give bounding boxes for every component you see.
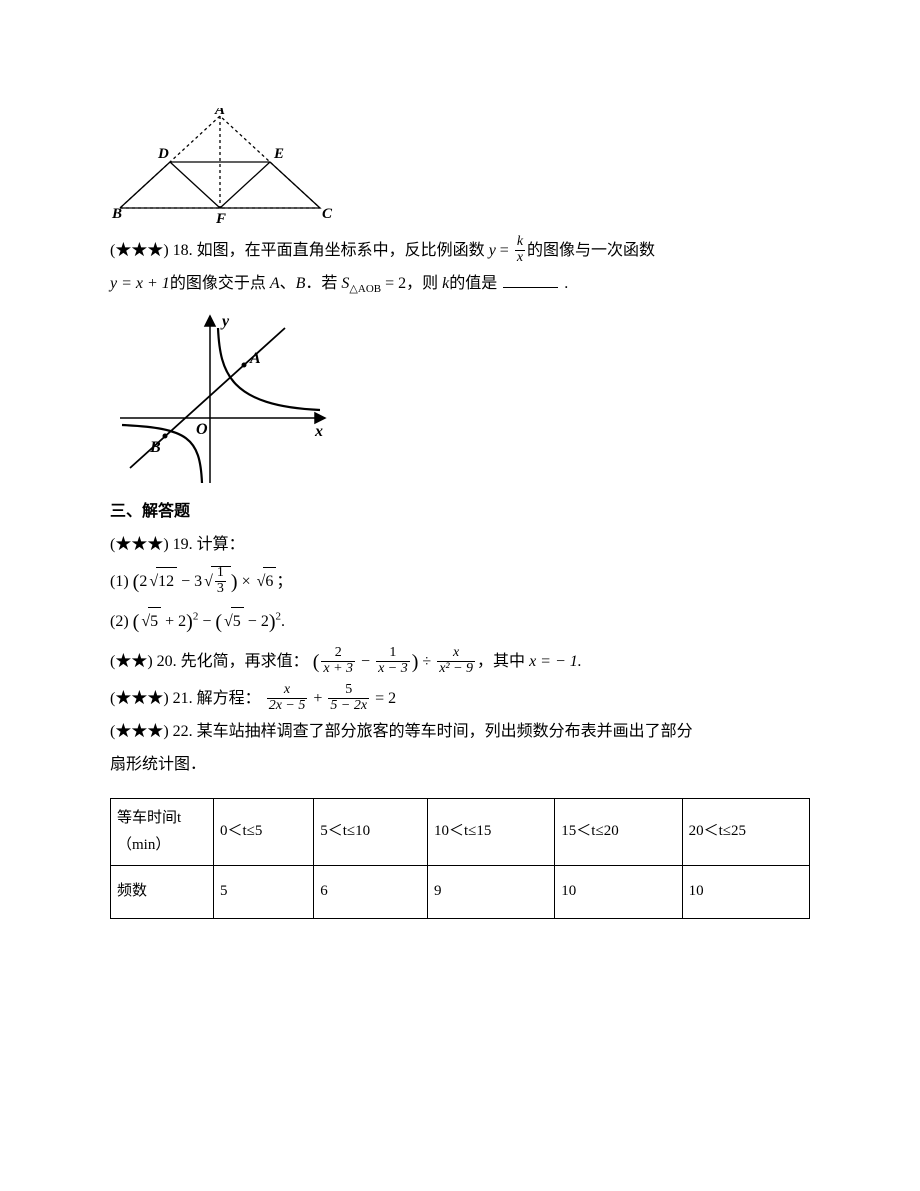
table-header-label: 等车时间t（min） xyxy=(111,798,214,865)
q18-eq2: = 2 xyxy=(385,275,406,292)
q20-f2d: x − 3 xyxy=(376,662,410,677)
q19-p2b: + 2 xyxy=(161,613,186,630)
q18-expr: = x + 1 xyxy=(121,275,170,292)
fig18-O: O xyxy=(196,421,208,438)
section-3-heading: 三、解答题 xyxy=(110,498,810,527)
q19-part2: (2) (5 + 2)2 − (5 − 2)2. xyxy=(110,604,810,640)
q20-f1n: 2 xyxy=(321,646,355,662)
q18-stars: (★★★) 18. xyxy=(110,242,197,259)
q18-Ssub: △AOB xyxy=(349,284,381,296)
table-val-3: 10 xyxy=(555,865,682,918)
q19-part1: (1) (212 − 313) × 6； xyxy=(110,564,810,600)
q19-stars: (★★★) 19. xyxy=(110,536,197,553)
q20-f3n: x xyxy=(437,646,475,662)
table-row-label: 频数 xyxy=(111,865,214,918)
q18-t3: 的图像交于点 xyxy=(170,275,270,292)
q18-t6: 的值是 xyxy=(449,275,497,292)
q18-eq: = xyxy=(500,242,509,259)
fig18-y: y xyxy=(220,313,230,330)
fig18-x: x xyxy=(314,423,323,440)
table-col-0: 0＜t≤5 xyxy=(214,798,314,865)
q22-stars: (★★★) 22. xyxy=(110,723,197,740)
q19-l2a: (2) xyxy=(110,613,133,630)
q19-l1a: (1) xyxy=(110,573,133,590)
table-col-1: 5＜t≤10 xyxy=(314,798,428,865)
fig17-label-C: C xyxy=(322,206,333,222)
q18-line1: (★★★) 18. 如图，在平面直角坐标系中，反比例函数 y = kx的图像与一… xyxy=(110,236,810,266)
q19-p2a: 5 xyxy=(148,607,161,637)
q19-p1g: ； xyxy=(276,573,292,590)
fig17-label-A: A xyxy=(214,108,225,118)
q18-t1: 如图，在平面直角坐标系中，反比例函数 xyxy=(197,242,489,259)
q21-t: 解方程： xyxy=(197,690,261,707)
table-col-2: 10＜t≤15 xyxy=(427,798,554,865)
table-val-2: 9 xyxy=(427,865,554,918)
q20-t2: ，其中 xyxy=(477,653,525,670)
q21-f2n: 5 xyxy=(328,683,369,699)
q20-eq: x = − 1. xyxy=(529,653,582,670)
table-row: 等车时间t（min） 0＜t≤5 5＜t≤10 10＜t≤15 15＜t≤20 … xyxy=(111,798,810,865)
q18-t2: 的图像与一次函数 xyxy=(527,242,655,259)
q22-t1: 某车站抽样调查了部分旅客的等车时间，列出频数分布表并画出了部分 xyxy=(197,723,693,740)
table-val-0: 5 xyxy=(214,865,314,918)
q18-line2: y = x + 1的图像交于点 A、B．若 S△AOB = 2，则 k的值是 . xyxy=(110,270,810,300)
q18-B: B xyxy=(296,275,306,292)
q22-line1: (★★★) 22. 某车站抽样调查了部分旅客的等车时间，列出频数分布表并画出了部… xyxy=(110,718,810,747)
q19-p1a: 2 xyxy=(139,573,147,590)
q20-f2n: 1 xyxy=(376,646,410,662)
q18-A: A xyxy=(270,275,280,292)
q21-plus: + xyxy=(309,690,326,707)
q21-f1d: 2x − 5 xyxy=(267,699,308,714)
q18-sep: 、 xyxy=(280,275,296,292)
q21-f2d: 5 − 2x xyxy=(328,699,369,714)
q19-p2e: − 2 xyxy=(244,613,269,630)
fig18-B: B xyxy=(149,439,161,456)
q21-eq: = 2 xyxy=(371,690,396,707)
q19-head: (★★★) 19. 计算： xyxy=(110,531,810,560)
figure-18-graph: y x O A B xyxy=(110,308,810,488)
fig18-A: A xyxy=(249,350,261,367)
q19-p1e: × xyxy=(238,573,255,590)
q18-t5: ，则 xyxy=(406,275,442,292)
q20-t1: 先化简，再求值： xyxy=(181,653,309,670)
q20-f1d: x + 3 xyxy=(321,662,355,677)
fig17-label-B: B xyxy=(111,206,122,222)
q19-p2d: 5 xyxy=(231,607,244,637)
q21: (★★★) 21. 解方程： x2x − 5 + 55 − 2x = 2 xyxy=(110,684,810,714)
q20: (★★) 20. 先化简，再求值： (2x + 3 − 1x − 3) ÷ xx… xyxy=(110,644,810,680)
q19-p1f: 6 xyxy=(263,567,276,597)
q18-y2: y xyxy=(110,275,117,292)
q20-stars: (★★) 20. xyxy=(110,653,181,670)
fig17-label-D: D xyxy=(157,146,169,162)
q18-y: y xyxy=(489,242,496,259)
table-val-1: 6 xyxy=(314,865,428,918)
q19-t: 计算： xyxy=(197,536,245,553)
table-val-4: 10 xyxy=(682,865,809,918)
q21-stars: (★★★) 21. xyxy=(110,690,197,707)
q18-num: k xyxy=(515,235,525,251)
q21-f1n: x xyxy=(267,683,308,699)
figure-17-triangle: A B C D E F xyxy=(110,108,810,228)
q19-p1c: − 3 xyxy=(177,573,202,590)
table-col-4: 20＜t≤25 xyxy=(682,798,809,865)
fig17-label-E: E xyxy=(273,146,284,162)
q19-p2f: . xyxy=(281,613,285,630)
q19-p1dn: 1 xyxy=(215,566,226,582)
table-col-3: 15＜t≤20 xyxy=(555,798,682,865)
q19-p1dd: 3 xyxy=(215,582,226,597)
q20-div: ÷ xyxy=(418,653,435,670)
q18-period: . xyxy=(564,275,568,292)
q19-p1b: 12 xyxy=(156,567,177,597)
table-row: 频数 5 6 9 10 10 xyxy=(111,865,810,918)
q22-line2: 扇形统计图． xyxy=(110,751,810,780)
frequency-table: 等车时间t（min） 0＜t≤5 5＜t≤10 10＜t≤15 15＜t≤20 … xyxy=(110,798,810,919)
fig17-label-F: F xyxy=(215,211,226,227)
q18-den: x xyxy=(515,251,525,266)
q20-f3d: x² − 9 xyxy=(437,662,475,677)
q19-p2c: − xyxy=(198,613,215,630)
q18-t4: ．若 xyxy=(305,275,341,292)
q18-blank xyxy=(503,271,558,288)
